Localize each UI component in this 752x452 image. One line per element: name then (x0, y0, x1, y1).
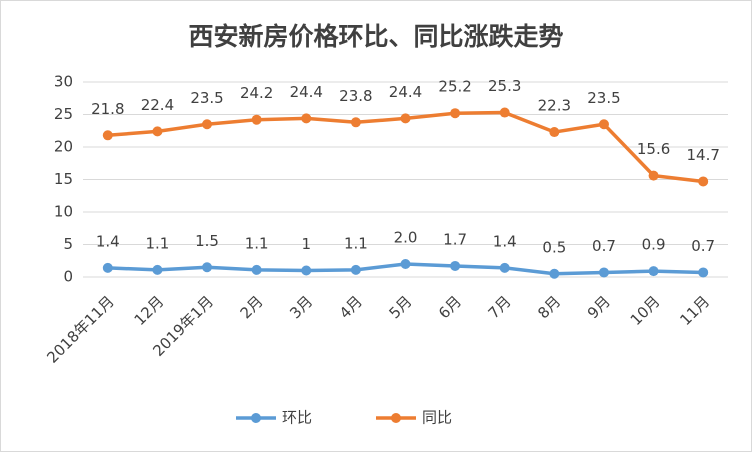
data-point (301, 265, 312, 276)
data-point (499, 107, 510, 118)
data-label: 1.4 (96, 232, 120, 250)
data-label: 1.1 (344, 234, 368, 252)
y-tick-label: 20 (54, 138, 73, 156)
data-point (450, 108, 461, 119)
data-point (152, 126, 163, 137)
data-label: 21.8 (91, 100, 124, 118)
data-point (598, 267, 609, 278)
data-point (152, 264, 163, 275)
data-point (102, 130, 113, 141)
data-point (648, 170, 659, 181)
data-label: 22.3 (538, 97, 571, 115)
y-tick-label: 15 (54, 170, 73, 188)
data-label: 15.6 (637, 140, 670, 158)
y-tick-label: 25 (54, 105, 73, 123)
y-tick-label: 5 (63, 235, 73, 253)
data-label: 1.5 (195, 232, 219, 250)
data-point (400, 259, 411, 269)
data-point (400, 113, 411, 124)
data-label: 0.7 (592, 237, 616, 255)
legend-label: 环比 (282, 409, 312, 427)
data-label: 14.7 (686, 146, 719, 164)
data-label: 0.7 (691, 237, 715, 255)
y-tick-label: 10 (54, 203, 73, 221)
data-label: 0.5 (542, 238, 566, 256)
data-label: 1.7 (443, 230, 467, 248)
data-label: 24.4 (290, 83, 323, 101)
data-label: 1 (301, 235, 311, 253)
data-point (499, 262, 510, 273)
data-point (698, 176, 709, 187)
data-point (102, 262, 113, 273)
data-point (549, 127, 560, 138)
data-label: 25.2 (438, 78, 471, 96)
y-tick-label: 0 (63, 268, 73, 286)
data-label: 23.8 (339, 87, 372, 105)
data-point (251, 114, 262, 125)
data-label: 2.0 (394, 229, 418, 247)
data-point (350, 264, 361, 275)
data-point (202, 119, 213, 130)
y-tick-label: 30 (54, 73, 73, 91)
data-point (698, 267, 709, 278)
data-label: 1.4 (493, 232, 517, 250)
data-point (350, 117, 361, 128)
legend-label: 同比 (422, 409, 452, 427)
data-label: 1.1 (145, 234, 169, 252)
data-point (598, 119, 609, 130)
data-label: 24.2 (240, 84, 273, 102)
legend-marker (391, 413, 401, 423)
data-point (301, 113, 312, 124)
data-point (251, 264, 262, 275)
data-point (450, 260, 461, 271)
data-label: 0.9 (642, 236, 666, 254)
data-label: 23.5 (190, 89, 223, 107)
data-label: 23.5 (587, 89, 620, 107)
data-label: 22.4 (141, 96, 174, 114)
chart-title: 西安新房价格环比、同比涨跌走势 (188, 22, 563, 51)
data-label: 24.4 (389, 83, 422, 101)
data-point (549, 268, 560, 279)
data-point (202, 262, 213, 273)
data-label: 1.1 (245, 234, 269, 252)
data-label: 25.3 (488, 77, 521, 95)
data-point (648, 266, 659, 277)
legend-marker (251, 413, 261, 423)
